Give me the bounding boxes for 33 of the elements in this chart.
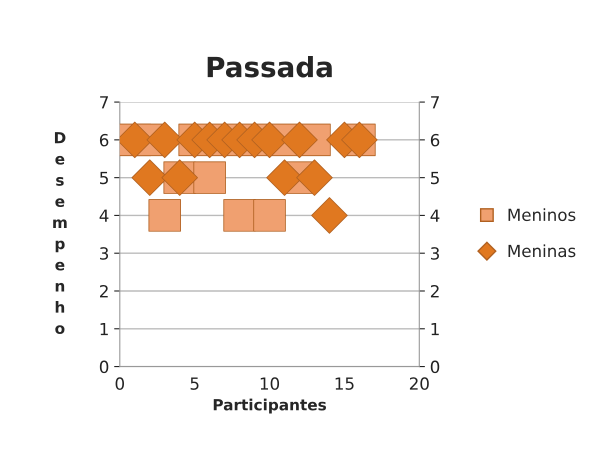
y-tick-label: 0 xyxy=(100,360,108,374)
legend-label: Meninas xyxy=(508,244,576,258)
y-tick-label: 4 xyxy=(100,210,108,222)
y2-tick-label: 0 xyxy=(430,360,440,374)
point xyxy=(281,122,318,158)
point xyxy=(253,199,286,232)
y-tick-label: 5 xyxy=(100,172,108,184)
text: Desempenho xyxy=(53,132,67,334)
y2-tick-label: 3 xyxy=(430,247,439,260)
legend-label: Meninos xyxy=(508,208,576,222)
y-tick-label: 7 xyxy=(100,96,108,108)
y2-tick-label: 1 xyxy=(432,322,439,336)
x-tick-label: 20 xyxy=(410,377,429,390)
point xyxy=(296,159,333,196)
point xyxy=(193,161,226,194)
y2-tick-label: 4 xyxy=(430,210,440,222)
chart-title: Passada xyxy=(208,56,332,78)
point xyxy=(311,197,348,234)
y2-tick-label: 6 xyxy=(430,134,440,146)
point xyxy=(148,199,181,232)
y-tick-label: 2 xyxy=(100,284,108,298)
y2-tick-label: 7 xyxy=(431,96,439,108)
x-tick-label: 10 xyxy=(260,377,280,390)
y2-tick-label: 2 xyxy=(430,284,439,298)
y-tick-label: 1 xyxy=(100,322,108,336)
y-tick-label: 3 xyxy=(100,247,108,260)
x-tick-label: 0 xyxy=(116,377,124,390)
y-tick-label: 6 xyxy=(100,134,108,146)
y2-tick-label: 5 xyxy=(431,172,439,184)
x-axis-title: Participantes xyxy=(214,398,326,414)
x-tick-label: 15 xyxy=(336,377,354,390)
point xyxy=(223,199,256,232)
x-tick-label: 5 xyxy=(190,377,199,390)
